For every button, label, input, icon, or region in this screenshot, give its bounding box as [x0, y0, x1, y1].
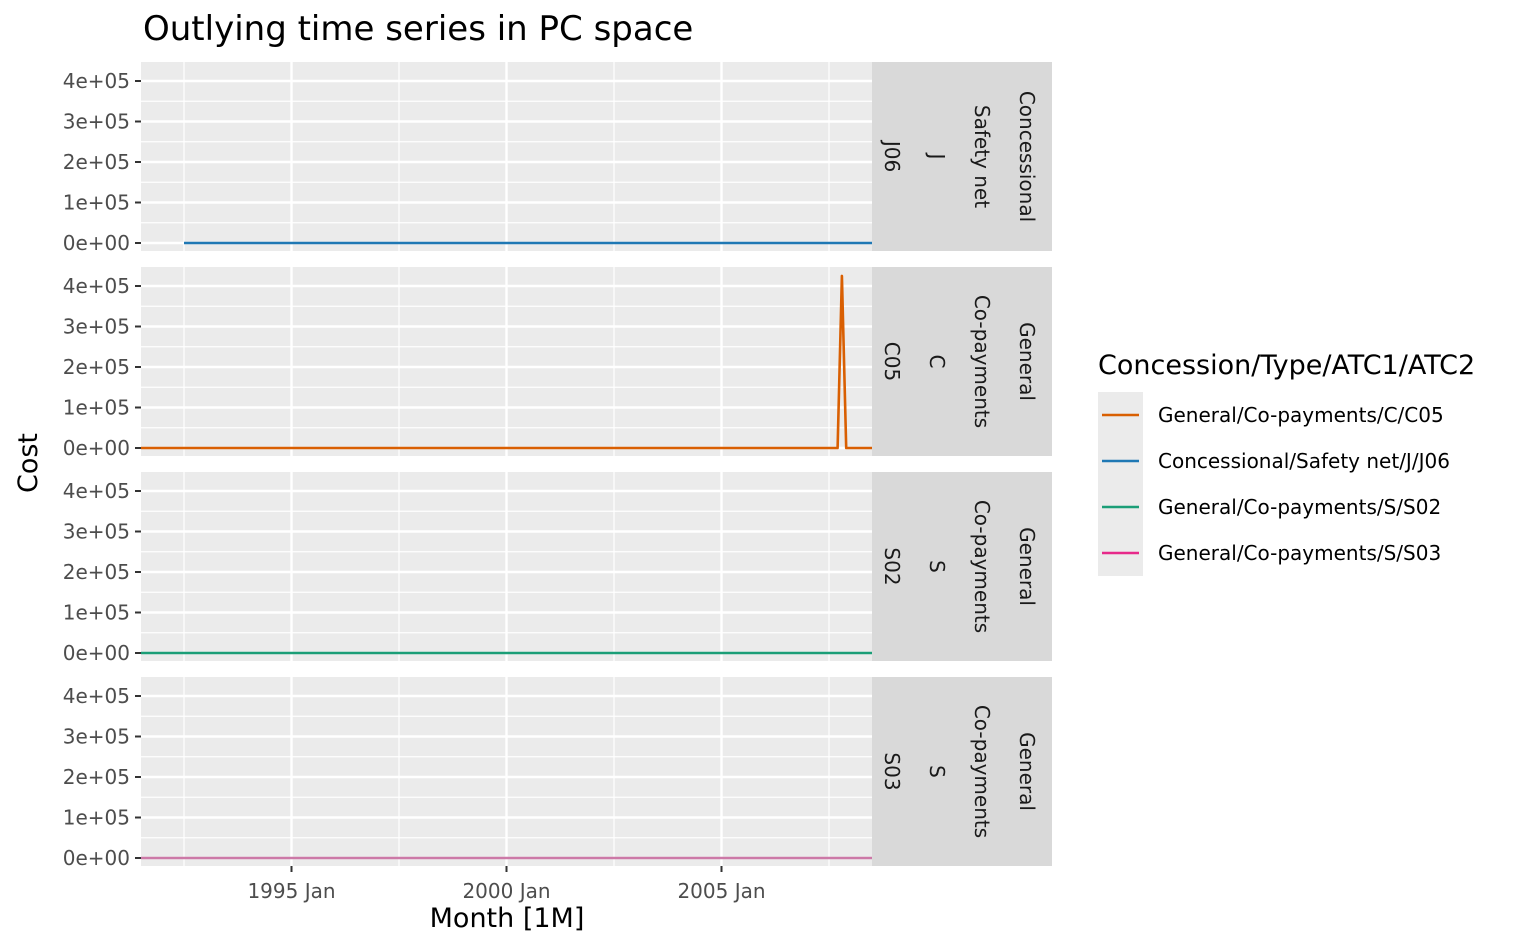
- x-tick-label: 2000 Jan: [462, 879, 550, 903]
- facet-strip: [872, 62, 1052, 251]
- y-tick-label: 1e+05: [63, 601, 130, 625]
- x-axis-title: Month [1M]: [430, 903, 585, 934]
- facet-panels: 0e+00 1e+05 2e+05 3e+05 4e+05 Concessional Saf…: [63, 62, 1052, 870]
- y-tick-label: 1e+05: [63, 396, 130, 420]
- legend-label: General/Co-payments/S/S03: [1158, 541, 1441, 565]
- strip-label: General: [1015, 732, 1039, 811]
- y-tick-label: 2e+05: [63, 765, 130, 789]
- strip-label: S: [925, 765, 949, 778]
- y-tick-label: 0e+00: [63, 436, 130, 460]
- strip-label: Safety net: [970, 105, 994, 208]
- facet-strip: [872, 472, 1052, 661]
- x-tick-label: 1995 Jan: [247, 879, 335, 903]
- legend-title: Concession/Type/ATC1/ATC2: [1098, 350, 1475, 381]
- y-tick-label: 4e+05: [63, 479, 130, 503]
- legend-label: General/Co-payments/C/C05: [1158, 403, 1444, 427]
- y-tick-label: 3e+05: [63, 725, 130, 749]
- strip-label: S: [925, 560, 949, 573]
- y-tick-label: 2e+05: [63, 355, 130, 379]
- facet-panel: 0e+00 1e+05 2e+05 3e+05 4e+05 Concessional Saf…: [63, 62, 1052, 255]
- y-tick-label: 3e+05: [63, 315, 130, 339]
- strip-label: C05: [880, 342, 904, 381]
- legend: Concession/Type/ATC1/ATC2 General/Co-paym…: [1098, 350, 1475, 576]
- strip-label: Co-payments: [970, 295, 994, 428]
- strip-label: Co-payments: [970, 705, 994, 838]
- series-line: [141, 274, 872, 450]
- facet-panel: 0e+00 1e+05 2e+05 3e+05 4e+05 General Co-payme…: [63, 677, 1052, 870]
- y-tick-label: 2e+05: [63, 150, 130, 174]
- strip-label: General: [1015, 322, 1039, 401]
- y-tick-label: 4e+05: [63, 684, 130, 708]
- x-axis: 1995 Jan 2000 Jan 2005 Jan: [247, 866, 766, 903]
- strip-label: General: [1015, 527, 1039, 606]
- x-tick-label: 2005 Jan: [677, 879, 765, 903]
- strip-label: C: [925, 355, 949, 369]
- facet-strip: [872, 267, 1052, 456]
- y-tick-label: 1e+05: [63, 191, 130, 215]
- strip-label: J06: [880, 139, 904, 172]
- facet-strip: [872, 677, 1052, 866]
- y-tick-label: 0e+00: [63, 846, 130, 870]
- legend-label: General/Co-payments/S/S02: [1158, 495, 1441, 519]
- strip-label: S02: [880, 547, 904, 585]
- y-tick-label: 0e+00: [63, 231, 130, 255]
- strip-label: J: [925, 152, 949, 160]
- y-tick-label: 3e+05: [63, 520, 130, 544]
- strip-label: Co-payments: [970, 500, 994, 633]
- y-tick-label: 4e+05: [63, 69, 130, 93]
- y-tick-label: 3e+05: [63, 110, 130, 134]
- strip-label: S03: [880, 752, 904, 790]
- facet-panel: 0e+00 1e+05 2e+05 3e+05 4e+05 General Co-payme…: [63, 472, 1052, 665]
- strip-label: Concessional: [1015, 91, 1039, 222]
- y-axis-title: Cost: [13, 433, 44, 493]
- y-tick-label: 2e+05: [63, 560, 130, 584]
- legend-label: Concessional/Safety net/J/J06: [1158, 449, 1450, 473]
- chart-title: Outlying time series in PC space: [143, 9, 693, 49]
- y-tick-label: 1e+05: [63, 806, 130, 830]
- y-tick-label: 0e+00: [63, 641, 130, 665]
- y-tick-label: 4e+05: [63, 274, 130, 298]
- facet-panel: 0e+00 1e+05 2e+05 3e+05 4e+05 General Co-payme…: [63, 267, 1052, 460]
